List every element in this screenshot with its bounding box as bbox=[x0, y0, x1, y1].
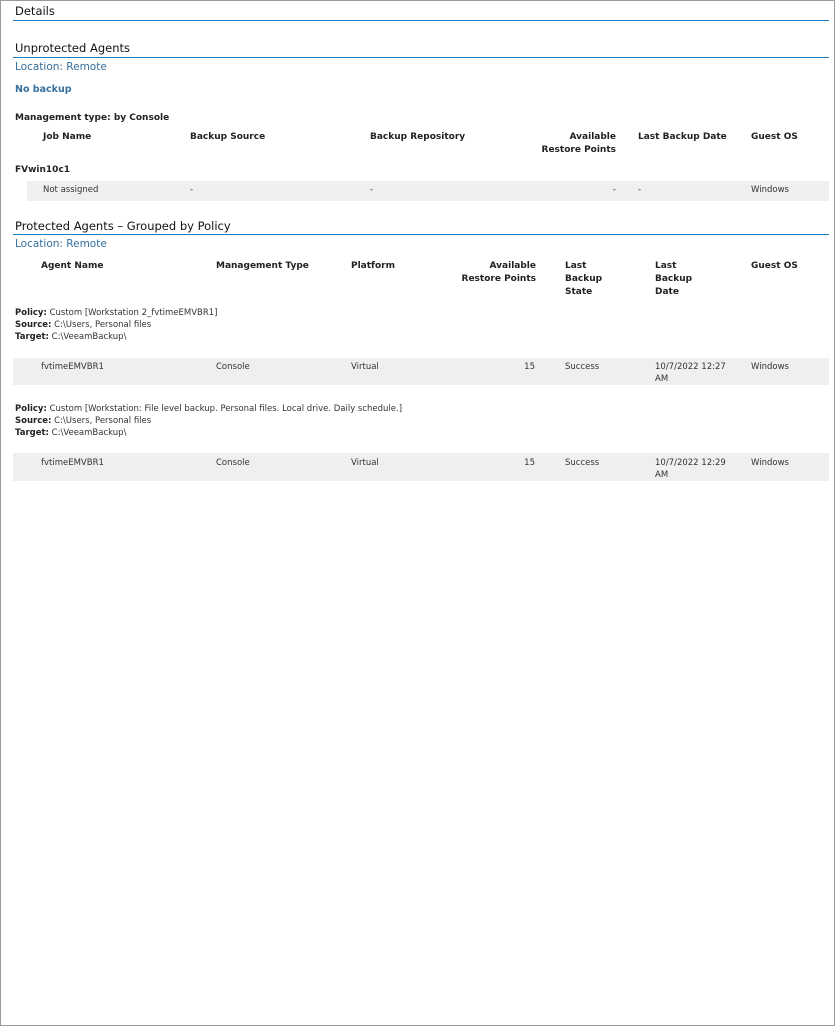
source-value: C:\Users, Personal files bbox=[54, 320, 152, 330]
guest-os-cell: Windows bbox=[751, 362, 789, 372]
group-name: FVwin10c1 bbox=[15, 165, 71, 175]
source-value: C:\Users, Personal files bbox=[54, 416, 152, 426]
agent-name-cell: fvtimeEMVBR1 bbox=[41, 362, 104, 372]
policy-value: Custom [Workstation: File level backup. … bbox=[49, 404, 403, 414]
management-type-label: Management type: by Console bbox=[15, 113, 170, 123]
section-title-protected: Protected Agents – Grouped by Policy bbox=[15, 219, 231, 233]
backup-source-cell: - bbox=[190, 185, 194, 195]
policy-value: Custom [Workstation 2_fvtimeEMVBR1] bbox=[49, 308, 218, 318]
column-header: Available Restore Points bbox=[541, 132, 616, 155]
column-header: Guest OS bbox=[751, 132, 798, 142]
policy-info: Policy: Custom [Workstation: File level … bbox=[15, 403, 402, 439]
column-header: Agent Name bbox=[41, 261, 104, 271]
details-title: Details bbox=[15, 4, 55, 18]
target-value: C:\VeeamBackup\ bbox=[51, 428, 127, 438]
column-header: Job Name bbox=[43, 132, 92, 142]
restore-points-cell: - bbox=[612, 185, 616, 195]
last-backup-date-cell: - bbox=[638, 185, 642, 195]
divider bbox=[13, 20, 829, 21]
target-value: C:\VeeamBackup\ bbox=[51, 332, 127, 342]
column-header: Platform bbox=[351, 261, 395, 271]
guest-os-cell: Windows bbox=[751, 185, 789, 195]
agent-name-cell: fvtimeEMVBR1 bbox=[41, 458, 104, 468]
column-header: Backup Source bbox=[190, 132, 266, 142]
table-row: Not assigned - - - - Windows bbox=[27, 181, 829, 201]
location-label: Location: Remote bbox=[15, 61, 107, 73]
target-label: Target: bbox=[15, 428, 49, 438]
last-backup-state-cell: Success bbox=[565, 458, 600, 468]
backup-repository-cell: - bbox=[370, 185, 374, 195]
column-header: Last Backup Date bbox=[655, 261, 693, 297]
policy-label: Policy: bbox=[15, 404, 47, 414]
guest-os-cell: Windows bbox=[751, 458, 789, 468]
platform-cell: Virtual bbox=[351, 458, 379, 468]
table-row: fvtimeEMVBR1 Console Virtual 15 Success … bbox=[13, 453, 829, 481]
job-name-cell: Not assigned bbox=[43, 185, 99, 195]
management-type-cell: Console bbox=[216, 458, 250, 468]
last-backup-date-cell: 10/7/2022 12:27 AM bbox=[655, 362, 726, 384]
location-label: Location: Remote bbox=[15, 238, 107, 250]
source-label: Source: bbox=[15, 320, 52, 330]
platform-cell: Virtual bbox=[351, 362, 379, 372]
column-header: Last Backup State bbox=[565, 261, 603, 297]
section-title-unprotected: Unprotected Agents bbox=[15, 41, 130, 55]
column-header: Guest OS bbox=[751, 261, 798, 271]
last-backup-state-cell: Success bbox=[565, 362, 600, 372]
policy-label: Policy: bbox=[15, 308, 47, 318]
last-backup-date-cell: 10/7/2022 12:29 AM bbox=[655, 458, 726, 480]
management-type-cell: Console bbox=[216, 362, 250, 372]
divider bbox=[13, 234, 829, 235]
column-header: Backup Repository bbox=[370, 132, 466, 142]
divider bbox=[13, 57, 829, 58]
restore-points-cell: 15 bbox=[524, 458, 535, 468]
table-row: fvtimeEMVBR1 Console Virtual 15 Success … bbox=[13, 358, 829, 385]
column-header: Last Backup Date bbox=[638, 132, 727, 142]
column-header: Available Restore Points bbox=[461, 261, 536, 284]
target-label: Target: bbox=[15, 332, 49, 342]
policy-info: Policy: Custom [Workstation 2_fvtimeEMVB… bbox=[15, 307, 218, 343]
source-label: Source: bbox=[15, 416, 52, 426]
status-label: No backup bbox=[15, 84, 72, 95]
restore-points-cell: 15 bbox=[524, 362, 535, 372]
column-header: Management Type bbox=[216, 261, 309, 271]
